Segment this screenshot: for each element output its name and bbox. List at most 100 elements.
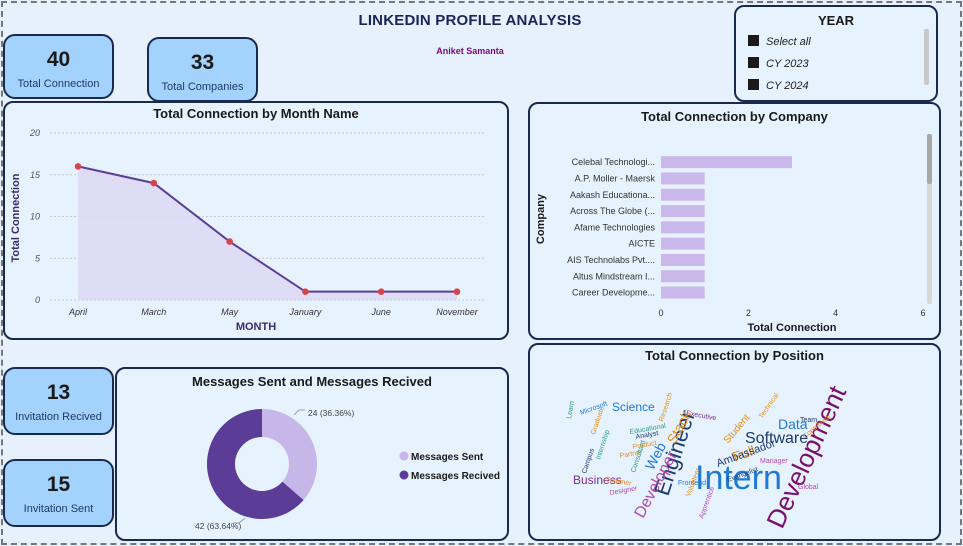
kpi-value: 15 (46, 473, 71, 496)
category-label: Celebal Technologi... (572, 157, 655, 167)
data-point (226, 238, 233, 245)
y-axis-label: Company (535, 193, 547, 244)
chart-title: Total Connection by Position (645, 348, 824, 363)
x-tick-label: April (68, 307, 88, 317)
data-point (74, 163, 82, 170)
y-tick-label: 5 (35, 253, 41, 263)
leader-line (293, 409, 305, 416)
category-label: Afame Technologies (574, 222, 655, 232)
page-title: LINKEDIN PROFILE ANALYSIS (358, 12, 582, 29)
x-tick-label: June (370, 307, 391, 317)
bar (661, 253, 705, 266)
x-tick-label: March (141, 307, 166, 317)
kpi-label: Invitation Recived (15, 411, 102, 423)
y-tick-label: 10 (30, 212, 40, 222)
word-cloud-word: Full (731, 442, 758, 465)
company-chart-card: Total Connection by Company Company Tota… (528, 102, 941, 340)
x-tick-label: November (436, 307, 479, 317)
leader-line (233, 517, 246, 524)
chart-title: Messages Sent and Messages Recived (192, 374, 432, 389)
bar (661, 188, 705, 201)
checkbox[interactable] (748, 35, 759, 46)
author-name: Aniket Samanta (436, 46, 504, 56)
position-wordcloud-card: Total Connection by Position Intern Devel… (528, 343, 941, 541)
month-chart-card: Total Connection by Month Name Total Con… (3, 101, 509, 340)
kpi-label: Total Connection (17, 78, 100, 90)
data-point (453, 288, 461, 295)
legend-label: Messages Recived (411, 471, 500, 482)
word-cloud-word: Software (745, 430, 808, 447)
word-cloud-word: Product (632, 440, 657, 451)
word-cloud-word: Global (798, 484, 819, 491)
chart-scrollbar[interactable] (927, 134, 932, 304)
x-tick-label: May (221, 307, 239, 317)
messages-chart-card: Messages Sent and Messages Recived 24 (3… (115, 367, 509, 541)
word-cloud-word: Analyst (635, 430, 659, 441)
category-label: Career Developme... (572, 288, 655, 298)
data-point (150, 179, 158, 187)
slicer-option-cy-2024[interactable]: CY 2024 (748, 79, 809, 92)
legend-label: Messages Sent (411, 452, 484, 463)
category-label: Altus Mindstream I... (573, 271, 655, 281)
word-cloud-word: Data (778, 416, 808, 432)
category-label: A.P. Moller - Maersk (575, 173, 656, 183)
kpi-value: 13 (46, 381, 71, 404)
slicer-option-select-all[interactable]: Select all (748, 35, 811, 48)
category-label: AICTE (628, 239, 655, 249)
x-axis-label: MONTH (236, 321, 276, 333)
x-tick-label: January (288, 307, 322, 317)
kpi-total-connection[interactable]: 40 Total Connection (3, 34, 114, 99)
kpi-value: 33 (190, 51, 215, 74)
area-fill (78, 166, 457, 300)
slicer-title: YEAR (817, 13, 855, 28)
data-label: 24 (36.36%) (308, 408, 354, 418)
checkbox[interactable] (748, 57, 759, 68)
series-line (77, 165, 457, 293)
year-slicer[interactable]: YEAR Select all CY 2023 CY 2024 (734, 5, 938, 102)
slicer-option-label: CY 2023 (766, 58, 809, 70)
month-area-chart: Total Connection MONTH 0 5 10 15 20 April Marc… (10, 128, 485, 333)
kpi-invitation-received[interactable]: 13 Invitation Recived (3, 367, 114, 435)
word-cloud-word: Campus (581, 447, 596, 474)
y-tick-label: 0 (35, 295, 40, 305)
bar (661, 286, 705, 299)
category-label: AIS Technolabs Pvt.... (567, 255, 655, 265)
slicer-scrollbar[interactable] (924, 29, 929, 85)
word-cloud-word: Partner (619, 449, 643, 460)
slicer-option-cy-2023[interactable]: CY 2023 (748, 57, 809, 70)
x-tick-label: 2 (746, 308, 751, 318)
word-cloud-word: Science (612, 400, 655, 414)
checkbox[interactable] (748, 79, 759, 90)
messages-donut-chart: 24 (36.36%) 42 (63.64%) Messages Sent Messa… (195, 408, 500, 531)
bar (661, 205, 705, 218)
kpi-label: Total Companies (161, 81, 244, 93)
x-tick-label: 0 (658, 308, 663, 318)
y-tick-label: 15 (30, 170, 41, 180)
slicer-option-label: Select all (766, 36, 811, 48)
donut-slice (206, 409, 304, 519)
data-point (302, 288, 309, 295)
kpi-invitation-sent[interactable]: 15 Invitation Sent (3, 459, 114, 527)
word-cloud-word: Designer (609, 485, 638, 497)
x-tick-label: 4 (833, 308, 838, 318)
y-tick-label: 20 (29, 128, 40, 138)
donut-slice (262, 409, 317, 501)
scrollbar-thumb[interactable] (927, 134, 932, 184)
bar (661, 237, 705, 250)
slicer-option-label: CY 2024 (766, 80, 809, 92)
word-cloud-word: Summer (605, 476, 633, 488)
chart-title: Total Connection by Month Name (153, 106, 359, 121)
bar (661, 270, 705, 283)
kpi-total-companies[interactable]: 33 Total Companies (147, 37, 258, 102)
word-cloud-word: Business (573, 473, 622, 487)
company-bar-chart: Company Total Connection Celebal Technol… (535, 156, 926, 334)
y-axis-label: Total Connection (10, 173, 22, 262)
word-cloud-word: Learn (566, 400, 576, 419)
word-cloud-word: Team (800, 417, 817, 424)
x-tick-label: 6 (920, 308, 925, 318)
word-cloud-word: Frontend (678, 480, 706, 487)
word-cloud-word: Internship (595, 429, 611, 461)
category-label: Across The Globe (... (570, 206, 655, 216)
chart-title: Total Connection by Company (641, 109, 828, 124)
data-label: 42 (63.64%) (195, 521, 241, 531)
